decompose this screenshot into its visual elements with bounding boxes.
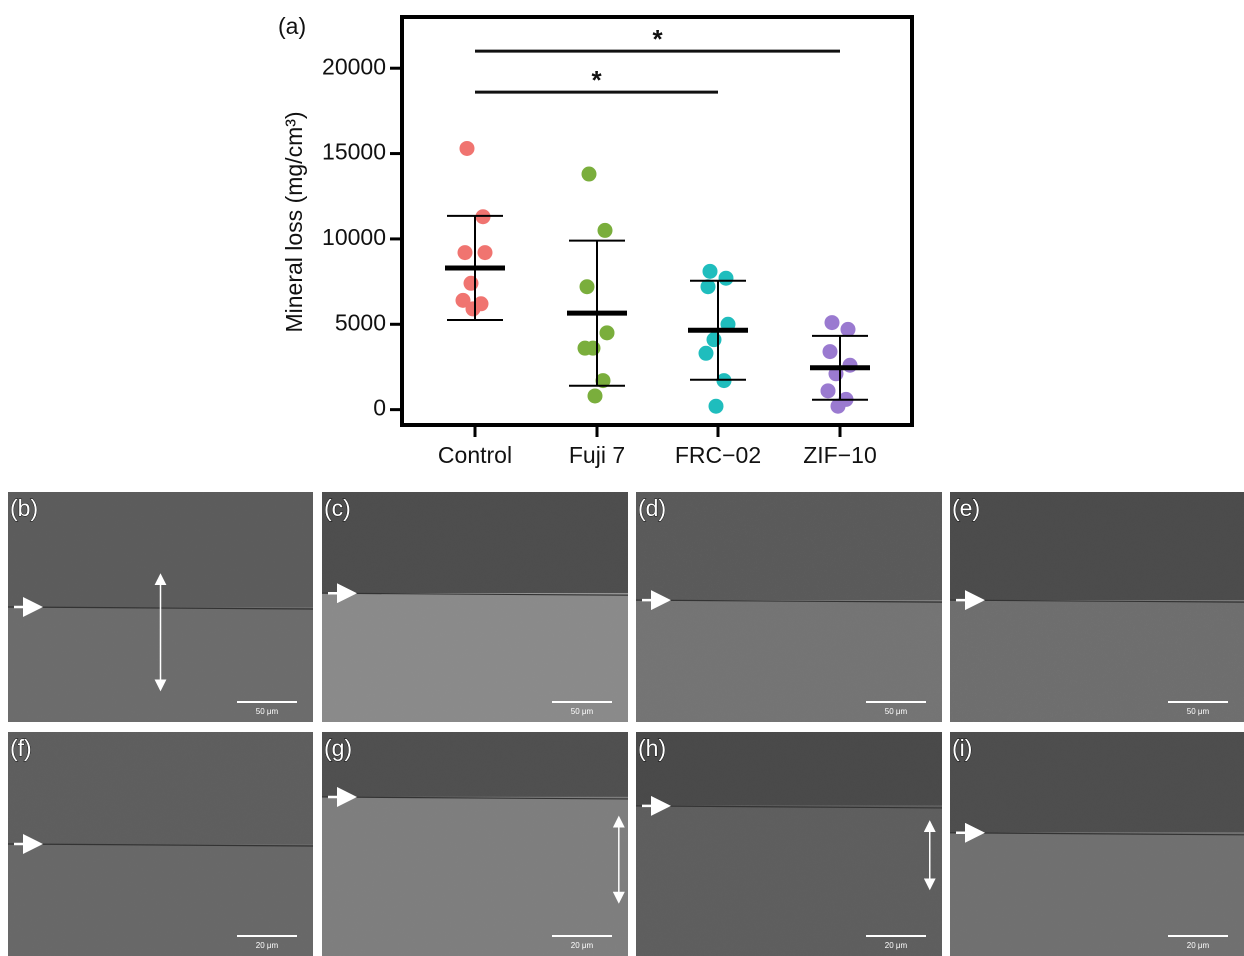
x-tick-label: Control [438,442,512,468]
interface [635,599,943,603]
scale-label: 50 μm [1187,707,1210,716]
image-upper [322,732,628,797]
data-point [465,301,481,317]
scale-label: 20 μm [571,941,594,950]
interface [949,599,1244,603]
data-point [830,398,846,414]
image-lower [322,796,628,956]
image-lower [636,600,942,722]
data-point [457,245,473,261]
data-point [718,270,734,286]
sem-image: (h) 20 μm [635,732,943,956]
image-lower [950,600,1244,722]
interface [635,805,943,809]
sem-image: (i) 20 μm [949,732,1244,956]
panel-label: (g) [324,735,352,761]
sem-image: (e) 50 μm [949,492,1244,722]
data-point [459,140,475,156]
data-point [587,388,603,404]
significance-label: * [652,24,663,54]
scale-label: 20 μm [885,941,908,950]
data-point [477,245,493,261]
y-axis-label: Mineral loss (mg/cm³) [281,111,307,332]
y-tick-label: 10000 [322,224,386,250]
panel-label: (b) [10,495,38,521]
interface [7,843,314,847]
panel-label: (i) [952,735,972,761]
image-lower [950,832,1244,956]
y-tick-label: 0 [373,395,386,421]
data-point [599,325,615,341]
sem-image: (b) 50 μm [7,492,314,722]
data-point [455,292,471,308]
data-point [702,263,718,279]
data-point [822,344,838,360]
panel-label: (f) [10,735,32,761]
sem-image: (f) 20 μm [7,732,314,956]
x-tick-label: Fuji 7 [569,442,625,468]
data-point [595,373,611,389]
significance-label: * [591,65,602,95]
scale-label: 50 μm [885,707,908,716]
x-tick-label: ZIF−10 [803,442,877,468]
data-point [820,383,836,399]
sem-image: (c) 50 μm [321,492,629,722]
panel-label: (e) [952,495,980,521]
image-upper [8,732,313,844]
panel-label: (h) [638,735,666,761]
image-upper [636,732,942,806]
interface [321,592,629,596]
plot-frame [400,15,914,427]
data-point [840,321,856,337]
image-upper [950,732,1244,833]
data-point [581,166,597,182]
y-tick-label: 20000 [322,53,386,79]
data-point [700,279,716,295]
sem-image: (d) 50 μm [635,492,943,722]
interface [321,796,629,800]
data-point [597,222,613,238]
image-lower [322,593,628,722]
image-upper [950,492,1244,601]
data-point [463,275,479,291]
image-lower [8,844,313,956]
sem-image: (g) 20 μm [321,732,629,956]
scale-label: 20 μm [256,941,279,950]
scale-label: 20 μm [1187,941,1210,950]
image-upper [322,492,628,594]
data-point [577,340,593,356]
panel-label: (d) [638,495,666,521]
data-point [842,357,858,373]
data-point [698,345,714,361]
data-point [706,332,722,348]
data-point [824,315,840,331]
data-point [579,279,595,295]
data-point [708,398,724,414]
image-lower [636,805,942,956]
scale-label: 50 μm [256,707,279,716]
y-tick-label: 5000 [335,309,386,335]
interface [949,832,1244,836]
image-upper [636,492,942,601]
scale-label: 50 μm [571,707,594,716]
panel-label: (a) [278,13,306,39]
x-tick-label: FRC−02 [675,442,761,468]
y-tick-label: 15000 [322,139,386,165]
panel-label: (c) [324,495,351,521]
